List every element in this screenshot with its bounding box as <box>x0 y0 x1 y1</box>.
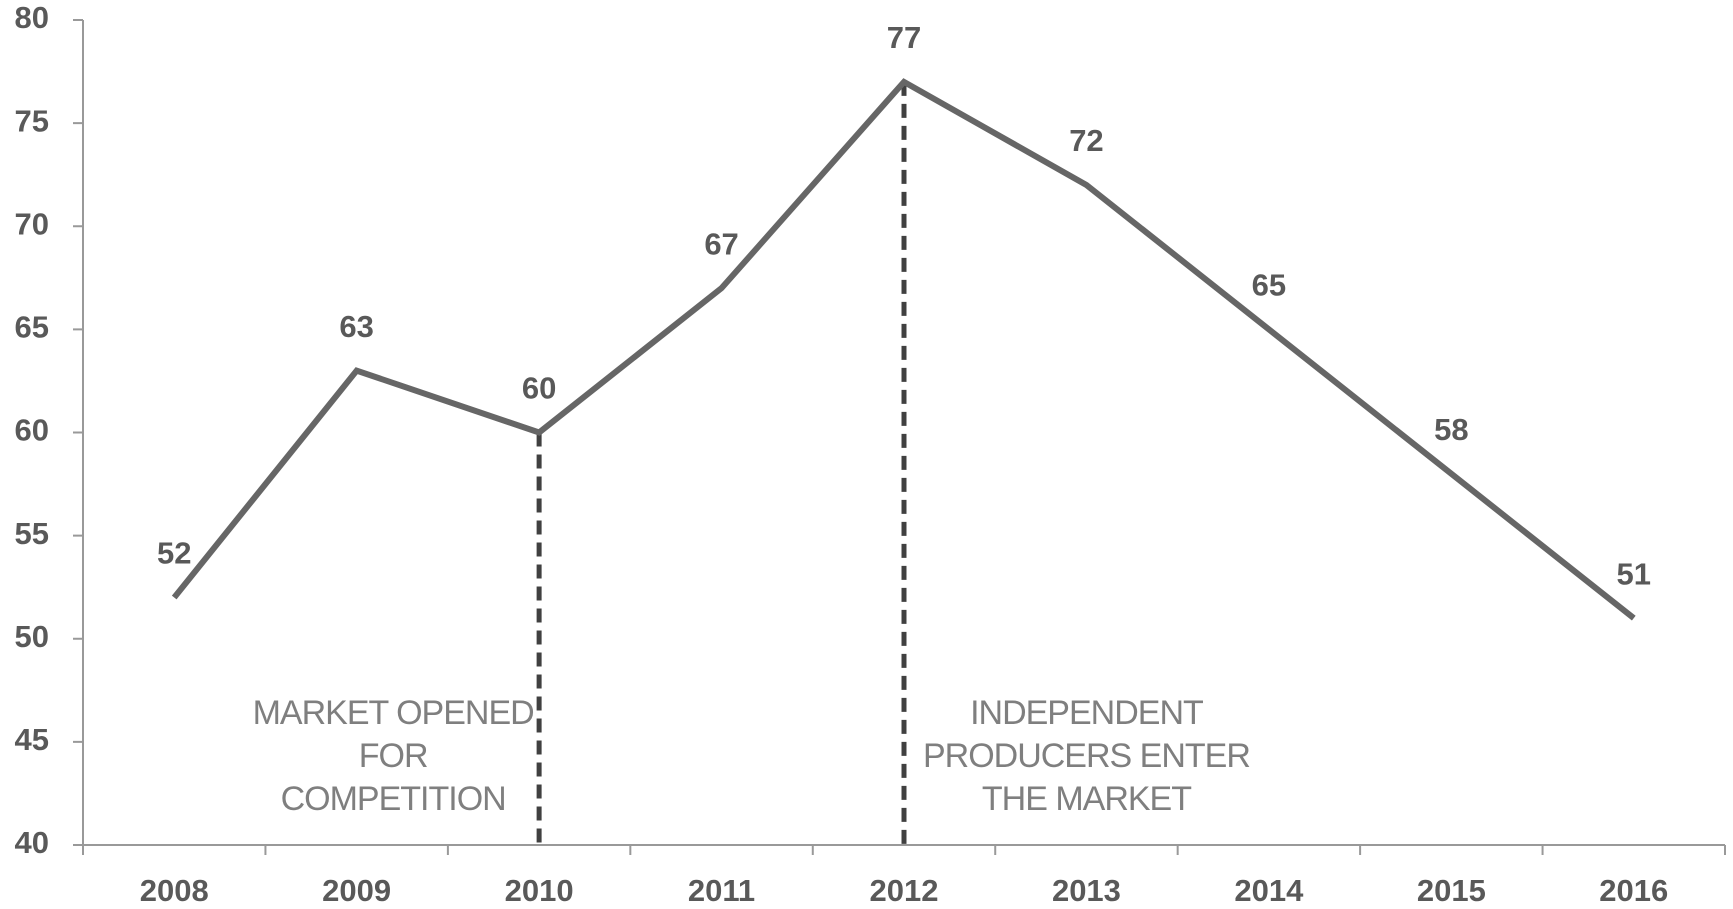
data-label: 58 <box>1434 412 1468 447</box>
y-tick-label: 60 <box>15 413 49 448</box>
y-tick-label: 50 <box>15 619 49 654</box>
x-tick-label: 2008 <box>140 873 209 908</box>
data-label: 60 <box>522 371 556 406</box>
data-label: 52 <box>157 536 191 571</box>
x-tick-label: 2011 <box>688 873 755 908</box>
x-tick-label: 2016 <box>1599 873 1668 908</box>
y-tick-label: 70 <box>15 206 49 241</box>
data-label: 67 <box>704 226 738 261</box>
annotation-text: PRODUCERS ENTER <box>923 737 1250 775</box>
y-tick-label: 45 <box>15 722 49 757</box>
data-label: 51 <box>1617 556 1651 591</box>
x-tick-label: 2013 <box>1052 873 1121 908</box>
y-tick-label: 40 <box>15 825 49 860</box>
x-tick-label: 2010 <box>505 873 574 908</box>
x-tick-label: 2015 <box>1417 873 1486 908</box>
annotation-text: THE MARKET <box>982 780 1191 818</box>
x-tick-label: 2014 <box>1234 873 1304 908</box>
data-label: 65 <box>1252 268 1286 303</box>
y-tick-label: 55 <box>15 516 49 551</box>
line <box>171 78 1636 621</box>
annotation-text: FOR <box>359 737 428 775</box>
y-tick-label: 75 <box>15 103 49 138</box>
y-tick-label: 65 <box>15 310 49 345</box>
annotation-text: INDEPENDENT <box>970 694 1203 732</box>
data-label: 72 <box>1069 123 1103 158</box>
x-tick-label: 2009 <box>322 873 391 908</box>
annotation-text: COMPETITION <box>281 780 506 818</box>
x-tick-label: 2012 <box>870 873 939 908</box>
y-tick-label: 80 <box>15 0 49 35</box>
data-label: 63 <box>339 309 373 344</box>
annotation-text: MARKET OPENED <box>253 694 534 732</box>
data-label: 77 <box>887 20 921 55</box>
